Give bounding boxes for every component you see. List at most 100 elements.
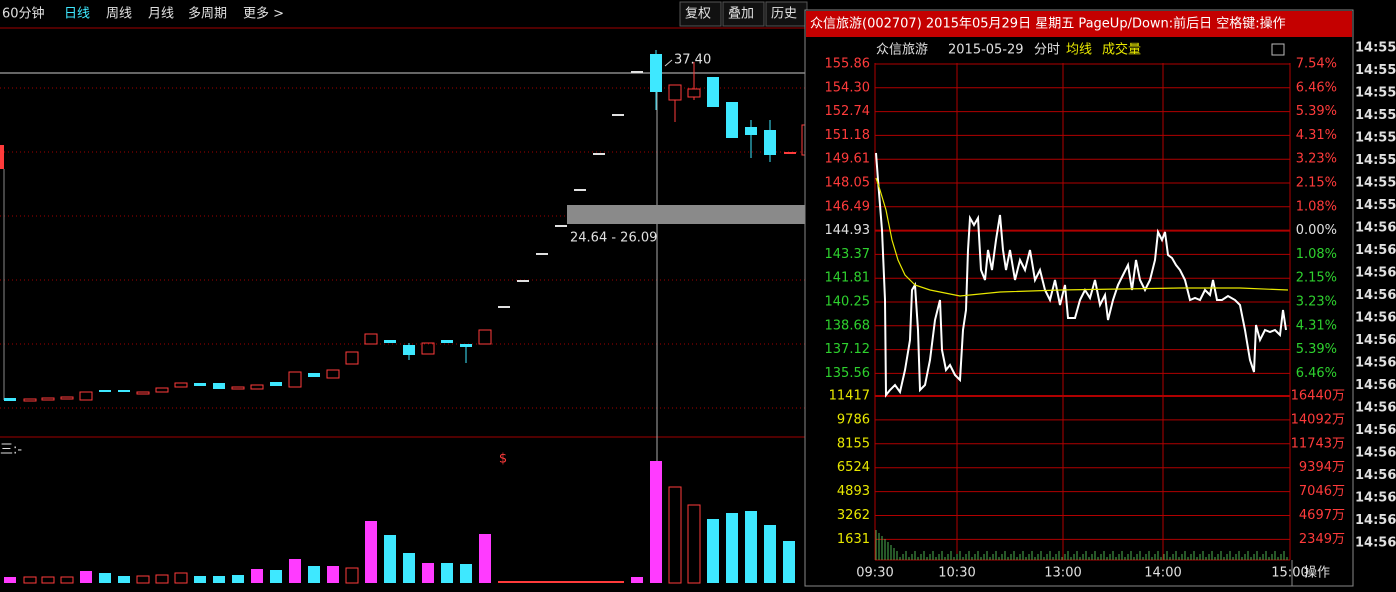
time-entry: 14:55 (1355, 86, 1396, 101)
pct-label: 5.39% (1296, 342, 1337, 357)
time-label: 14:00 (1144, 566, 1181, 581)
time-entry: 14:56 (1355, 356, 1396, 371)
time-entry: 14:55 (1355, 198, 1396, 213)
axis-labels: 155.86 7.54% 154.30 6.46% 152.74 5.39% 151.18 4… (825, 57, 1346, 581)
pct-label: 1.08% (1296, 199, 1337, 214)
volume-label: 4893 (837, 484, 870, 499)
pct-label: 6.46% (1296, 80, 1337, 95)
time-column: 14:55 14:55 14:55 14:55 14:55 14:55 14:55 14:55… (1355, 41, 1396, 551)
time-entry: 14:56 (1355, 513, 1396, 528)
time-entry: 14:56 (1355, 401, 1396, 416)
pct-label: 3.23% (1296, 295, 1337, 310)
time-entry: 14:56 (1355, 333, 1396, 348)
toolbar-button[interactable]: 叠加 (728, 7, 754, 22)
toggle-icon[interactable] (1271, 43, 1285, 56)
pct-label: 2.15% (1296, 176, 1337, 191)
price-line (875, 152, 1287, 398)
tab[interactable]: 多周期 (188, 6, 227, 22)
volume-label: 9786 (837, 412, 870, 427)
time-entry: 14:55 (1355, 63, 1396, 78)
time-entry: 14:56 (1355, 243, 1396, 258)
tab[interactable]: 日线 (64, 7, 90, 22)
volume-label: 3262 (837, 508, 870, 523)
high-label: 37.40 (674, 53, 711, 68)
button-frame (722, 1, 765, 27)
price-label: 152.74 (825, 104, 871, 119)
price-label: 148.05 (825, 176, 871, 191)
pct-label: 5.39% (1296, 104, 1337, 119)
time-entry: 14:56 (1355, 378, 1396, 393)
amount-label: 16440万 (1291, 389, 1345, 404)
price-label: 135.56 (825, 366, 871, 381)
tab[interactable]: 周线 (106, 7, 132, 22)
time-label: 09:30 (856, 566, 893, 581)
price-label: 143.37 (825, 247, 871, 262)
time-entry: 14:56 (1355, 311, 1396, 326)
range-label: 24.64 - 26.09 (570, 231, 657, 246)
date: 2015-05-29 (948, 43, 1024, 58)
time-entry: 14:56 (1355, 491, 1396, 506)
amount-label: 4697万 (1299, 508, 1345, 523)
price-label: 149.61 (825, 152, 871, 167)
price-label: 140.25 (825, 295, 871, 310)
volume-label: 11417 (829, 389, 870, 404)
price-label: 144.93 (825, 223, 871, 238)
pct-label: 4.31% (1296, 128, 1337, 143)
pct-label: 3.23% (1296, 152, 1337, 167)
intraday-volume (875, 530, 1288, 560)
price-label: 146.49 (825, 199, 871, 214)
pct-label: 2.15% (1296, 271, 1337, 286)
popup (804, 9, 1354, 587)
high-pointer (664, 59, 673, 67)
amount-label: 11743万 (1291, 436, 1345, 451)
avg-legend: 均线 (1066, 43, 1092, 58)
button-frame (765, 1, 808, 27)
tab[interactable]: 更多 > (243, 6, 284, 22)
volume-legend: 成交量 (1102, 42, 1141, 58)
time-label: 15:00 (1271, 566, 1308, 581)
time-label: 10:30 (938, 566, 975, 581)
price-label: 155.86 (825, 57, 871, 72)
time-entry: 14:55 (1355, 153, 1396, 168)
amount-label: 9394万 (1299, 460, 1345, 475)
pct-label: 1.08% (1296, 247, 1337, 262)
range-band (567, 205, 805, 224)
time-entry: 14:56 (1355, 221, 1396, 236)
popup-titlebar (806, 11, 1352, 37)
popup-title: 众信旅游(002707) 2015年05月29日 星期五 PageUp/Down… (810, 16, 1286, 32)
edge-marker (0, 145, 4, 169)
amount-label: 14092万 (1291, 412, 1345, 427)
tab[interactable]: 60分钟 (2, 6, 45, 22)
pct-label: 6.46% (1296, 366, 1337, 381)
intraday-grid (874, 63, 1291, 561)
marker: $ (499, 452, 507, 467)
pct-label: 4.31% (1296, 318, 1337, 333)
mode: 分时 (1034, 43, 1060, 58)
toolbar-button[interactable]: 复权 (685, 6, 711, 22)
pct-label: 7.54% (1296, 57, 1337, 72)
tabs: 60分钟 日线 周线 月线 多周期 更多 > (2, 6, 284, 22)
time-entry: 14:55 (1355, 131, 1396, 146)
stock-name: 众信旅游 (876, 43, 928, 58)
price-label: 141.81 (825, 271, 871, 286)
price-label: 137.12 (825, 342, 871, 357)
action-button[interactable]: 操作 (1304, 565, 1330, 581)
volume-bars (4, 461, 795, 584)
time-entry: 14:56 (1355, 468, 1396, 483)
time-entry: 14:56 (1355, 288, 1396, 303)
tab[interactable]: 月线 (148, 7, 174, 22)
toolbar-button[interactable]: 历史 (771, 7, 797, 22)
time-entry: 14:56 (1355, 423, 1396, 438)
time-label: 13:00 (1044, 566, 1081, 581)
price-label: 138.68 (825, 318, 871, 333)
amount-label: 2349万 (1299, 532, 1345, 547)
time-entry: 14:55 (1355, 41, 1396, 56)
avg-line (875, 177, 1289, 297)
volume-label: 1631 (837, 532, 870, 547)
price-label: 151.18 (825, 128, 871, 143)
toolbar-buttons: 复权 叠加 历史 (679, 1, 808, 27)
time-entry: 14:55 (1355, 176, 1396, 191)
amount-label: 7046万 (1299, 484, 1345, 499)
